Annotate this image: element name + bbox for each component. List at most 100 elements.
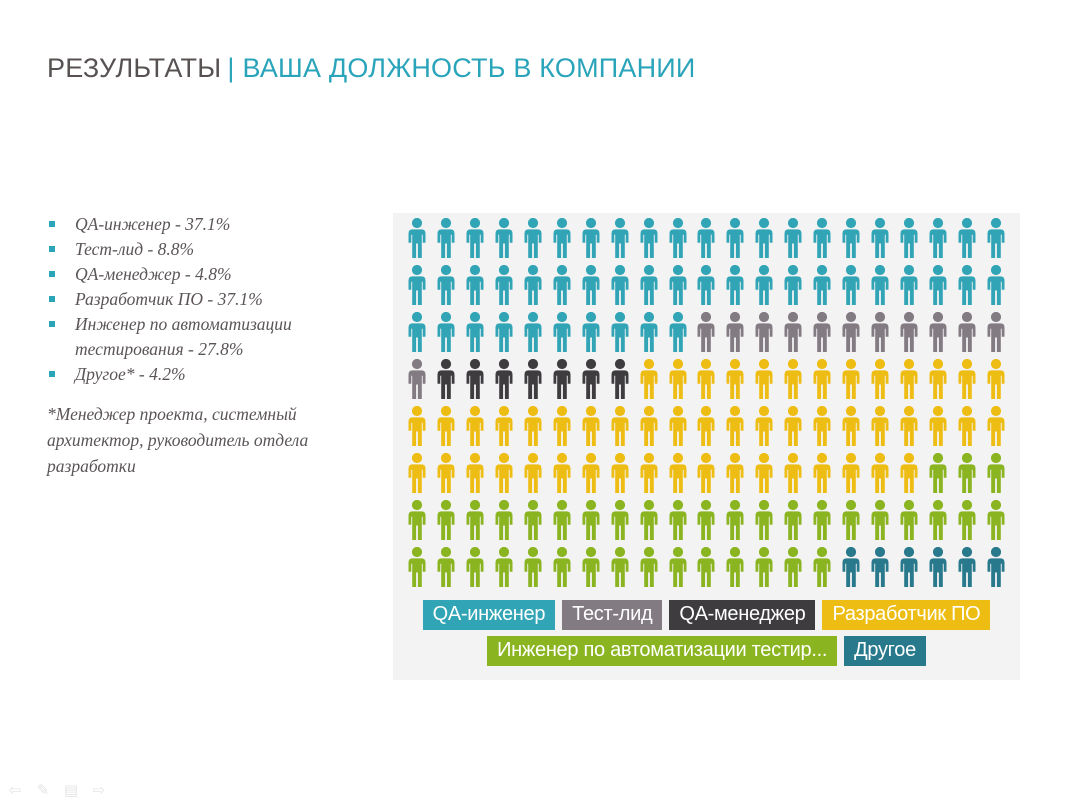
person-icon-qa-manager: [492, 359, 516, 399]
pictogram-chart-panel: QA-инженер Тест-лид QA-менеджер Разработчик…: [393, 213, 1020, 680]
person-icon-software-developer: [666, 406, 690, 446]
legend-item-automation-engineer: Инженер по автоматизации тестир...: [487, 636, 838, 666]
title-separator: |: [227, 53, 235, 83]
results-text-block: QA-инженер - 37.1% Тест-лид - 8.8% QA-ме…: [47, 212, 347, 479]
person-icon-qa-engineer: [521, 312, 545, 352]
person-icon-software-developer: [926, 406, 950, 446]
person-icon-qa-manager: [550, 359, 574, 399]
person-icon-test-lead: [984, 312, 1008, 352]
person-icon-automation-engineer: [434, 547, 458, 587]
person-icon-software-developer: [752, 406, 776, 446]
person-icon-software-developer: [666, 453, 690, 493]
list-item-qa-manager: QA-менеджер - 4.8%: [47, 262, 335, 287]
person-icon-automation-engineer: [492, 500, 516, 540]
person-icon-software-developer: [579, 453, 603, 493]
person-icon-test-lead: [781, 312, 805, 352]
person-icon-qa-manager: [463, 359, 487, 399]
person-icon-test-lead: [868, 312, 892, 352]
person-icon-other: [897, 547, 921, 587]
person-icon-other: [926, 547, 950, 587]
person-icon-software-developer: [810, 453, 834, 493]
person-icon-automation-engineer: [550, 547, 574, 587]
slide-title: РЕЗУЛЬТАТЫ | ВАША ДОЛЖНОСТЬ В КОМПАНИИ: [47, 53, 696, 84]
person-icon-other: [839, 547, 863, 587]
person-icon-qa-engineer: [666, 218, 690, 258]
person-icon-software-developer: [637, 453, 661, 493]
person-icon-test-lead: [723, 312, 747, 352]
person-icon-qa-engineer: [521, 218, 545, 258]
person-icon-automation-engineer: [955, 500, 979, 540]
person-icon-qa-engineer: [897, 218, 921, 258]
person-icon-qa-engineer: [781, 218, 805, 258]
pictogram-grid: [403, 218, 1010, 587]
person-icon-automation-engineer: [810, 547, 834, 587]
person-icon-automation-engineer: [694, 500, 718, 540]
person-icon-qa-engineer: [781, 265, 805, 305]
person-icon-software-developer: [723, 453, 747, 493]
person-icon-qa-engineer: [521, 265, 545, 305]
person-icon-qa-engineer: [868, 265, 892, 305]
person-icon-qa-engineer: [984, 265, 1008, 305]
person-icon-qa-engineer: [492, 265, 516, 305]
person-icon-software-developer: [694, 453, 718, 493]
person-icon-qa-engineer: [868, 218, 892, 258]
person-icon-automation-engineer: [926, 500, 950, 540]
person-icon-software-developer: [608, 453, 632, 493]
person-icon-qa-engineer: [405, 312, 429, 352]
person-icon-software-developer: [550, 406, 574, 446]
person-icon-automation-engineer: [666, 500, 690, 540]
person-icon-software-developer: [839, 406, 863, 446]
presentation-nav: ⇦ ✎ ▤ ⇨: [6, 781, 108, 799]
person-icon-automation-engineer: [405, 500, 429, 540]
person-icon-software-developer: [839, 453, 863, 493]
person-icon-software-developer: [984, 406, 1008, 446]
person-icon-automation-engineer: [521, 500, 545, 540]
prev-slide-icon[interactable]: ⇦: [8, 781, 22, 799]
slide-menu-icon[interactable]: ▤: [63, 781, 79, 799]
person-icon-qa-engineer: [550, 265, 574, 305]
person-icon-qa-engineer: [839, 218, 863, 258]
person-icon-automation-engineer: [434, 500, 458, 540]
person-icon-qa-engineer: [579, 312, 603, 352]
person-icon-software-developer: [984, 359, 1008, 399]
person-icon-software-developer: [723, 359, 747, 399]
person-icon-qa-engineer: [434, 218, 458, 258]
next-slide-icon[interactable]: ⇨: [92, 781, 106, 799]
person-icon-software-developer: [752, 359, 776, 399]
person-icon-software-developer: [550, 453, 574, 493]
legend-row-1: QA-инженер Тест-лид QA-менеджер Разработчик…: [403, 600, 1010, 630]
person-icon-qa-engineer: [984, 218, 1008, 258]
pen-tool-icon[interactable]: ✎: [36, 781, 50, 799]
legend-item-qa-manager: QA-менеджер: [669, 600, 816, 630]
person-icon-software-developer: [781, 406, 805, 446]
person-icon-automation-engineer: [521, 547, 545, 587]
person-icon-automation-engineer: [637, 547, 661, 587]
person-icon-qa-engineer: [926, 218, 950, 258]
person-icon-qa-engineer: [608, 265, 632, 305]
person-icon-automation-engineer: [492, 547, 516, 587]
person-icon-software-developer: [752, 453, 776, 493]
person-icon-software-developer: [694, 406, 718, 446]
person-icon-test-lead: [694, 312, 718, 352]
person-icon-automation-engineer: [723, 547, 747, 587]
person-icon-software-developer: [897, 359, 921, 399]
person-icon-qa-engineer: [666, 312, 690, 352]
footnote: *Менеджер проекта, системный архитектор,…: [47, 404, 309, 476]
person-icon-software-developer: [868, 453, 892, 493]
person-icon-qa-engineer: [897, 265, 921, 305]
person-icon-test-lead: [897, 312, 921, 352]
person-icon-automation-engineer: [579, 547, 603, 587]
person-icon-qa-engineer: [434, 265, 458, 305]
person-icon-software-developer: [781, 359, 805, 399]
person-icon-qa-engineer: [463, 218, 487, 258]
person-icon-software-developer: [897, 453, 921, 493]
person-icon-qa-engineer: [694, 218, 718, 258]
person-icon-software-developer: [637, 359, 661, 399]
person-icon-automation-engineer: [579, 500, 603, 540]
person-icon-qa-engineer: [405, 218, 429, 258]
person-icon-software-developer: [868, 359, 892, 399]
person-icon-automation-engineer: [810, 500, 834, 540]
person-icon-automation-engineer: [868, 500, 892, 540]
person-icon-qa-engineer: [463, 265, 487, 305]
